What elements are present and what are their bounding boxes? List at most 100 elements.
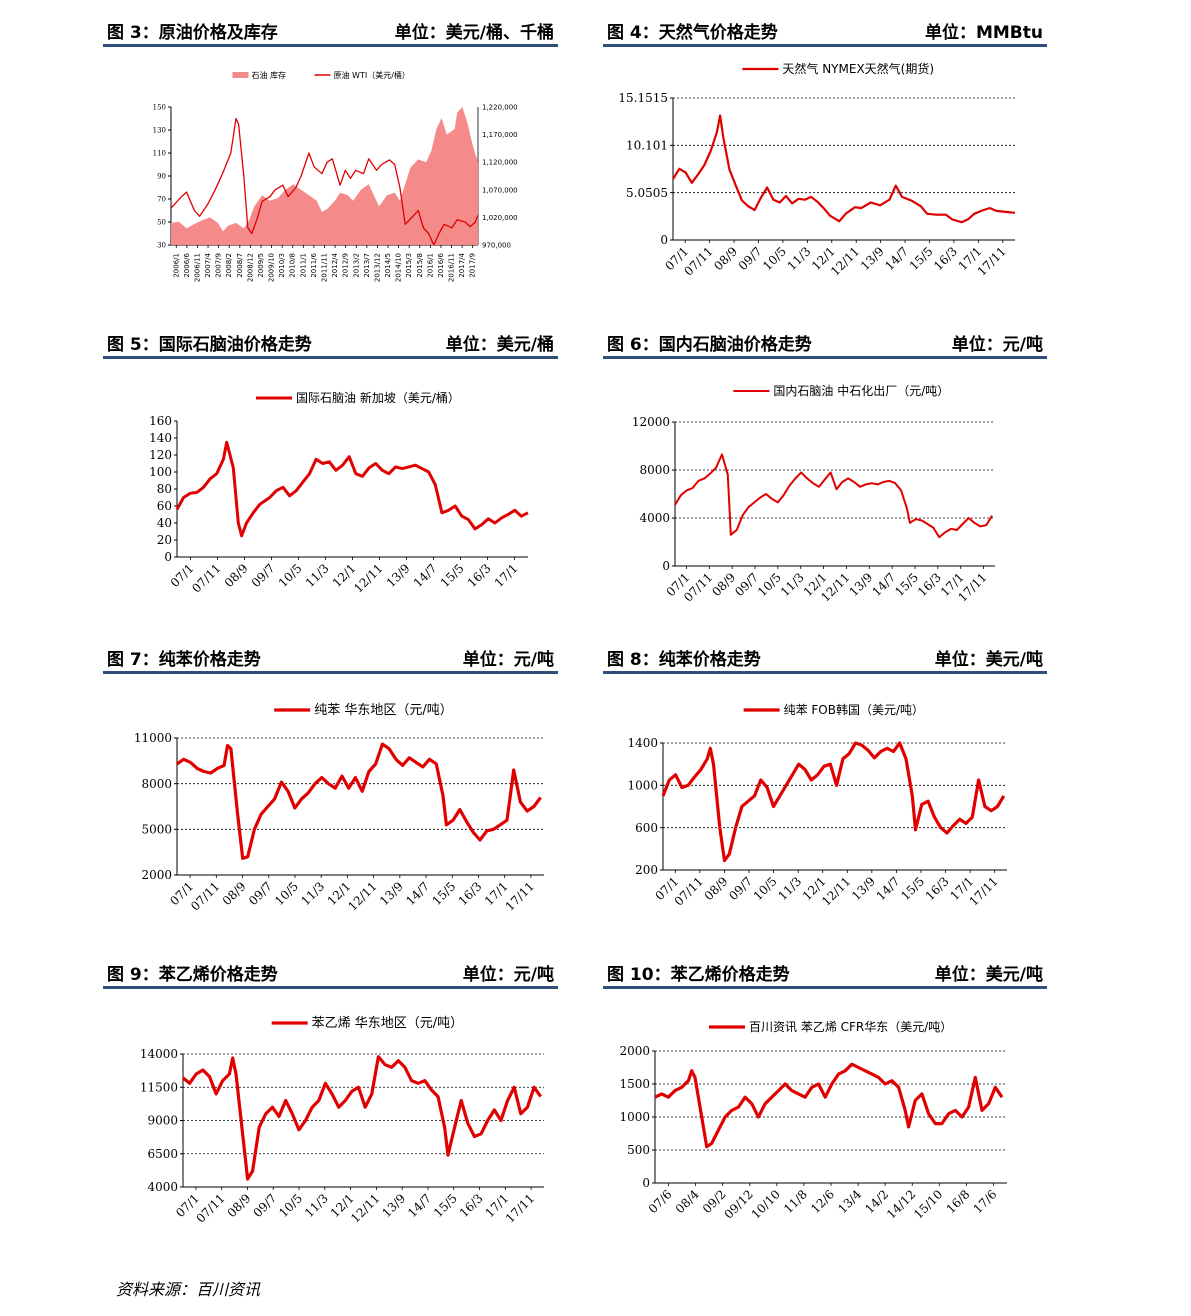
- y-tick-label: 8000: [141, 777, 172, 791]
- x-tick-label: 2017/4: [458, 252, 466, 277]
- x-tick-label: 17/11: [503, 1191, 537, 1225]
- x-tick-label: 12/11: [351, 561, 385, 595]
- x-tick-label: 14/7: [403, 879, 432, 908]
- x-tick-label: 12/11: [348, 1191, 382, 1225]
- x-tick-label: 09/7: [732, 570, 761, 599]
- panel-header: 图 3：原油价格及库存 单位：美元/桶、千桶: [103, 18, 558, 47]
- x-tick-label: 16/3: [931, 244, 960, 273]
- x-tick-label: 08/9: [222, 561, 251, 590]
- x-tick-label: 08/9: [220, 879, 249, 908]
- y-tick-label: 11500: [140, 1080, 178, 1094]
- y2-tick-label: 1,070,000: [482, 186, 518, 194]
- x-tick-label: 17/1: [492, 561, 521, 590]
- x-tick-label: 2016/6: [437, 252, 445, 277]
- x-tick-label: 09/7: [250, 1191, 279, 1220]
- chart-title: 图 8：纯苯价格走势: [607, 645, 761, 670]
- series-line: [177, 442, 528, 536]
- styrene-east-china-chart: 400065009000115001400007/107/1108/909/71…: [103, 1005, 558, 1260]
- panel-header: 图 6：国内石脑油价格走势 单位：元/吨: [603, 330, 1047, 359]
- x-tick-label: 15/5: [907, 244, 936, 273]
- y-tick-label: 11000: [134, 731, 172, 745]
- x-tick-label: 10/5: [272, 879, 301, 908]
- x-tick-label: 16/3: [456, 879, 485, 908]
- chart-unit: 单位：美元/桶、千桶: [395, 18, 554, 43]
- x-tick-label: 09/7: [246, 879, 275, 908]
- y2-tick-label: 1,020,000: [482, 214, 518, 222]
- x-tick-label: 2013/2: [352, 253, 360, 278]
- legend-label: 纯苯 华东地区（元/吨）: [314, 703, 453, 718]
- x-tick-label: 07/11: [189, 561, 223, 595]
- natural-gas-chart: 05.050510.10115.151507/107/1108/909/710/…: [603, 55, 1047, 310]
- x-tick-label: 2010/3: [278, 253, 286, 278]
- y2-tick-label: 1,120,000: [482, 159, 518, 167]
- x-tick-label: 10/5: [276, 561, 305, 590]
- x-tick-label: 14/12: [884, 1187, 918, 1221]
- domestic-naphtha-chart: 0400080001200007/107/1108/909/710/511/31…: [603, 375, 1047, 630]
- y-tick-label: 500: [627, 1143, 650, 1157]
- chart-title: 图 10：苯乙烯价格走势: [607, 960, 790, 985]
- y2-tick-label: 1,220,000: [482, 104, 518, 112]
- chart-unit: 单位：美元/吨: [935, 645, 1043, 670]
- x-tick-label: 13/9: [384, 561, 413, 590]
- legend-label: 国内石脑油 中石化出厂（元/吨）: [773, 383, 949, 398]
- x-tick-label: 12/11: [345, 879, 379, 913]
- legend-label: 国际石脑油 新加坡（美元/桶）: [296, 390, 460, 405]
- x-tick-label: 07/11: [188, 879, 222, 913]
- legend-swatch: [233, 72, 249, 78]
- x-tick-label: 17/11: [966, 874, 1000, 908]
- y-tick-label: 150: [153, 103, 166, 111]
- y-tick-label: 600: [635, 821, 658, 835]
- x-tick-label: 15/5: [892, 570, 921, 599]
- x-tick-label: 13/9: [846, 570, 875, 599]
- y-tick-label: 70: [157, 195, 166, 203]
- x-tick-label: 07/11: [672, 874, 706, 908]
- y-tick-label: 15.1515: [618, 91, 668, 105]
- x-tick-label: 2012/9: [342, 253, 350, 278]
- x-tick-label: 2008/7: [236, 253, 244, 278]
- x-tick-label: 2008/12: [246, 253, 254, 282]
- series-line: [663, 743, 1004, 861]
- chart-unit: 单位：元/吨: [463, 960, 554, 985]
- y-tick-label: 40: [157, 516, 172, 530]
- panel-header: 图 10：苯乙烯价格走势 单位：美元/吨: [603, 960, 1047, 989]
- x-tick-label: 16/3: [923, 874, 952, 903]
- chart-title: 图 3：原油价格及库存: [107, 18, 278, 43]
- x-tick-label: 13/9: [849, 874, 878, 903]
- chart-unit: 单位：MMBtu: [925, 18, 1043, 43]
- x-tick-label: 17/6: [971, 1187, 1000, 1216]
- x-tick-label: 2011/6: [310, 252, 318, 277]
- x-tick-label: 09/7: [726, 874, 755, 903]
- x-tick-label: 2016/11: [448, 253, 456, 282]
- chart-title: 图 9：苯乙烯价格走势: [107, 960, 278, 985]
- x-tick-label: 10/5: [755, 570, 784, 599]
- x-tick-label: 08/9: [709, 570, 738, 599]
- x-tick-label: 2014/5: [384, 253, 392, 278]
- x-tick-label: 2009/5: [257, 253, 265, 278]
- y-tick-label: 110: [153, 149, 166, 157]
- y-tick-label: 2000: [619, 1044, 650, 1058]
- x-tick-label: 13/9: [377, 879, 406, 908]
- styrene-cfr-chart: 050010001500200007/608/409/209/1210/1011…: [603, 1005, 1047, 1260]
- x-tick-label: 11/3: [785, 244, 814, 273]
- x-tick-label: 16/3: [465, 561, 494, 590]
- x-tick-label: 12/11: [819, 874, 853, 908]
- chart-title: 图 6：国内石脑油价格走势: [607, 330, 812, 355]
- x-tick-label: 16/3: [457, 1191, 486, 1220]
- y-tick-label: 60: [157, 499, 172, 513]
- y-tick-label: 90: [157, 172, 166, 180]
- y-tick-label: 9000: [147, 1114, 178, 1128]
- x-tick-label: 12/6: [808, 1187, 837, 1216]
- series-line: [655, 1064, 1002, 1147]
- y-tick-label: 0: [660, 233, 668, 247]
- x-tick-label: 11/3: [778, 570, 807, 599]
- x-tick-label: 2016/1: [426, 253, 434, 278]
- y-tick-label: 1500: [619, 1077, 650, 1091]
- x-tick-label: 16/3: [915, 570, 944, 599]
- source-note: 资料来源：百川资讯: [116, 1276, 260, 1300]
- y-tick-label: 6500: [147, 1147, 178, 1161]
- x-tick-label: 09/12: [722, 1187, 756, 1221]
- x-tick-label: 11/3: [303, 561, 332, 590]
- legend-label: 天然气 NYMEX天然气(期货): [782, 61, 934, 76]
- y-tick-label: 200: [635, 863, 658, 877]
- x-tick-label: 2014/10: [395, 253, 403, 282]
